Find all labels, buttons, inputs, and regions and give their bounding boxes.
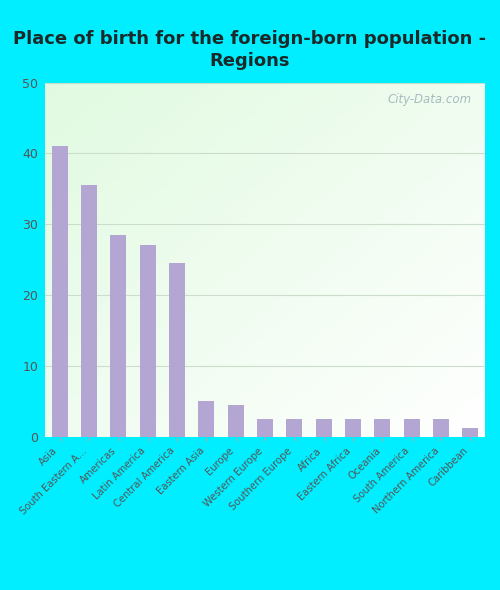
Bar bbox=[198, 401, 214, 437]
Bar bbox=[404, 419, 419, 437]
Bar bbox=[110, 235, 126, 437]
Bar bbox=[140, 245, 156, 437]
Bar bbox=[286, 419, 302, 437]
Bar bbox=[316, 419, 332, 437]
Bar bbox=[257, 419, 273, 437]
Bar bbox=[345, 419, 361, 437]
Text: Place of birth for the foreign-born population -
Regions: Place of birth for the foreign-born popu… bbox=[14, 30, 486, 70]
Bar bbox=[433, 419, 449, 437]
Bar bbox=[169, 263, 185, 437]
Bar bbox=[52, 146, 68, 437]
Bar bbox=[228, 405, 244, 437]
Text: City-Data.com: City-Data.com bbox=[388, 93, 472, 106]
Bar bbox=[81, 185, 97, 437]
Bar bbox=[374, 419, 390, 437]
Bar bbox=[462, 428, 478, 437]
